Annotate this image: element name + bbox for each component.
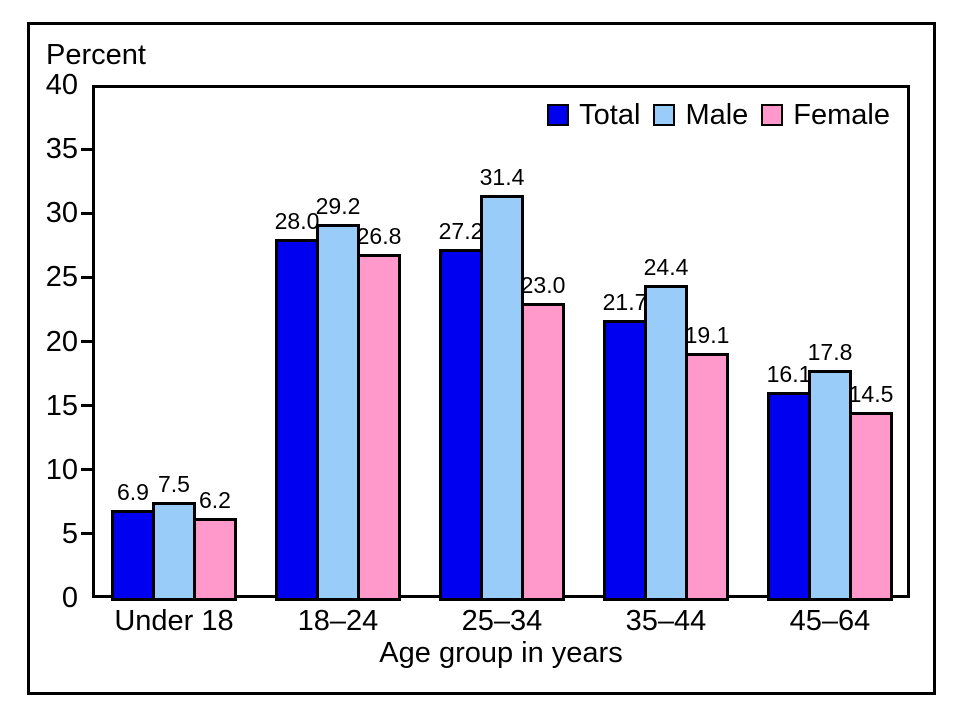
bar-value-label: 23.0 — [520, 272, 566, 299]
bar-value-label: 17.8 — [807, 338, 853, 365]
y-tick-mark — [81, 468, 92, 472]
bar-value-label: 26.8 — [356, 223, 402, 250]
bar-value-label: 19.1 — [684, 322, 730, 349]
bar-value-label: 24.4 — [643, 254, 689, 281]
bar-value-label: 29.2 — [315, 192, 361, 219]
y-tick-mark — [81, 275, 92, 279]
bar-value-label: 16.1 — [766, 360, 812, 387]
y-tick-mark — [81, 211, 92, 215]
bar-female — [193, 518, 237, 601]
x-tick-label: Under 18 — [114, 605, 234, 637]
bar-total — [767, 391, 811, 601]
bar-total — [275, 238, 319, 601]
bar-value-label: 14.5 — [848, 381, 894, 408]
legend-swatch-male — [653, 104, 676, 126]
legend-label-total: Total — [579, 99, 641, 131]
y-axis-unit-label: Percent — [46, 39, 146, 71]
bar-value-label: 7.5 — [158, 470, 190, 497]
bar-male — [480, 195, 524, 601]
figure-border — [27, 22, 936, 695]
y-tick-label: 30 — [45, 197, 78, 230]
bar-total — [111, 509, 155, 601]
x-tick-label: 45–64 — [789, 605, 871, 637]
legend-swatch-total — [547, 104, 570, 126]
y-tick-mark — [81, 532, 92, 536]
bar-value-label: 28.0 — [274, 207, 320, 234]
y-tick-mark — [81, 404, 92, 408]
bar-female — [521, 303, 565, 601]
y-tick-label: 10 — [45, 453, 78, 486]
bar-male — [316, 223, 360, 601]
y-tick-mark — [81, 340, 92, 343]
y-tick-label: 15 — [45, 389, 78, 422]
y-tick-label: 40 — [45, 69, 78, 101]
y-tick-label: 20 — [45, 325, 78, 358]
y-tick-label: 35 — [45, 133, 78, 166]
legend: Total Male Female — [547, 100, 890, 130]
legend-item-female: Female — [761, 100, 890, 130]
bar-female — [685, 353, 729, 601]
x-tick-label: 25–34 — [461, 605, 543, 637]
x-tick-label: 18–24 — [297, 605, 379, 637]
legend-item-total: Total — [547, 100, 640, 130]
bar-value-label: 6.9 — [117, 478, 149, 505]
y-tick-label: 5 — [61, 517, 78, 550]
bar-value-label: 6.2 — [199, 487, 231, 514]
x-axis-title: Age group in years — [379, 637, 623, 669]
bar-female — [849, 412, 893, 601]
legend-swatch-female — [761, 104, 784, 126]
bar-male — [152, 501, 196, 601]
bar-value-label: 31.4 — [479, 164, 525, 191]
y-tick-label: 25 — [45, 261, 78, 294]
legend-label-male: Male — [685, 99, 749, 131]
legend-item-male: Male — [653, 100, 748, 130]
legend-label-female: Female — [793, 99, 890, 131]
bar-value-label: 27.2 — [438, 218, 484, 245]
bar-total — [603, 319, 647, 601]
x-tick-label: 35–44 — [625, 605, 707, 637]
bar-value-label: 21.7 — [602, 288, 648, 315]
y-tick-mark — [81, 147, 92, 151]
y-tick-label: 0 — [61, 582, 78, 614]
bar-total — [439, 249, 483, 601]
bar-female — [357, 254, 401, 601]
